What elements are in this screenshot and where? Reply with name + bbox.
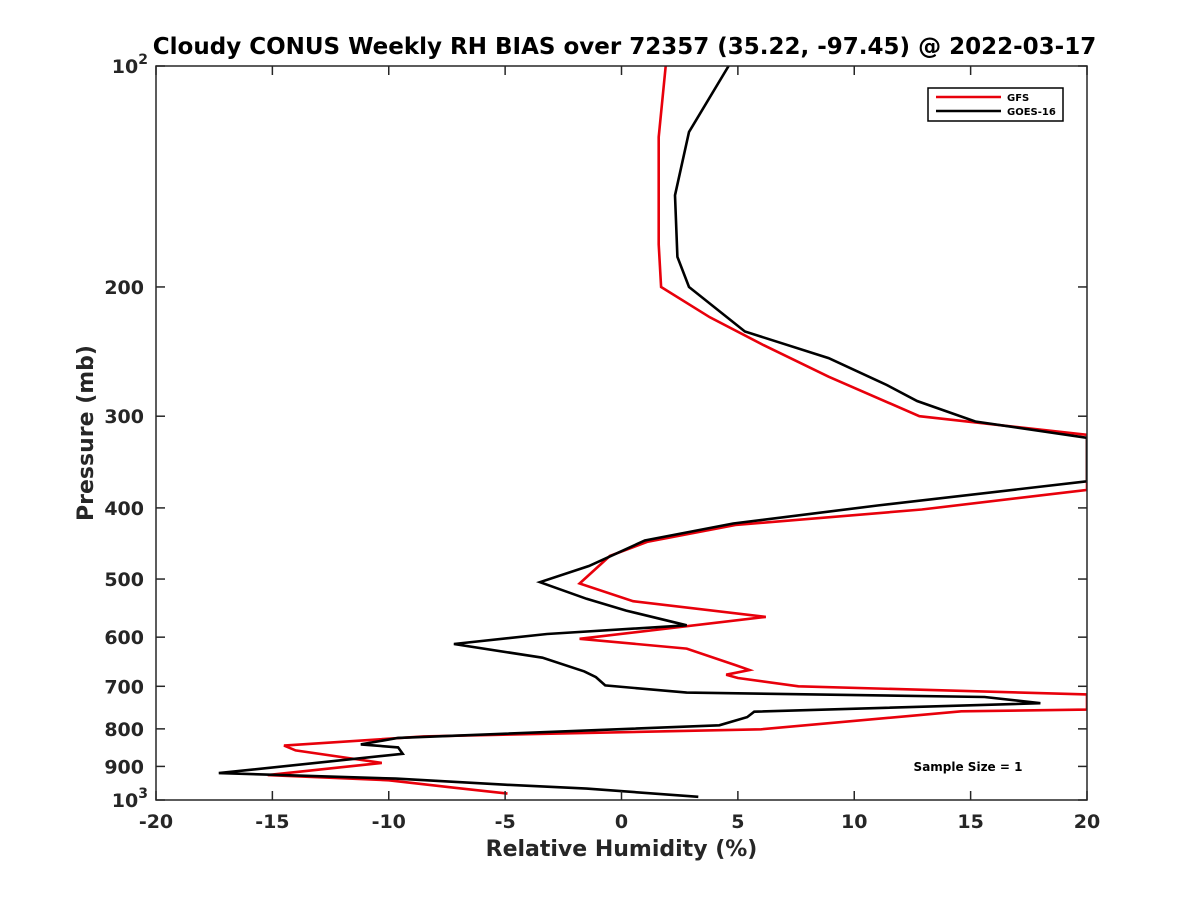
y-tick-label: 102 (112, 52, 148, 78)
y-tick-label: 400 (104, 498, 144, 520)
x-tick-label: 15 (957, 811, 983, 833)
legend: GFS GOES-16 (927, 87, 1064, 122)
y-tick-label: 500 (104, 569, 144, 591)
y-tick-label: 900 (104, 756, 144, 778)
chart-title: Cloudy CONUS Weekly RH BIAS over 72357 (… (153, 34, 1096, 60)
sample-size-annotation: Sample Size = 1 (914, 760, 1023, 774)
legend-box (927, 87, 1064, 122)
series-layer (218, 66, 1087, 799)
legend-entry: GFS (1007, 93, 1029, 104)
y-tick-label: 103 (112, 786, 148, 812)
y-tick-label: 600 (104, 627, 144, 649)
y-tick-label: 300 (104, 406, 144, 428)
x-tick-label: -20 (139, 811, 173, 833)
x-tick-label: 5 (731, 811, 744, 833)
y-tick-label: 700 (104, 676, 144, 698)
x-tick-label: 10 (841, 811, 867, 833)
x-tick-label: -10 (372, 811, 406, 833)
x-tick-label: -5 (495, 811, 516, 833)
x-axis-label: Relative Humidity (%) (486, 837, 758, 862)
y-tick-label: 200 (104, 277, 144, 299)
legend-entry: GOES-16 (1007, 107, 1056, 118)
x-tick-label: -15 (255, 811, 289, 833)
y-tick-label: 800 (104, 719, 144, 741)
x-axis: -20 -15 -10 -5 0 5 10 15 20 (139, 66, 1100, 833)
y-axis-label: Pressure (mb) (74, 345, 99, 521)
x-tick-label: 0 (615, 811, 628, 833)
series-line-gfs (267, 66, 1087, 795)
series-line-goes-16 (218, 66, 1087, 799)
x-tick-label: 20 (1074, 811, 1100, 833)
y-axis: 102 200 300 400 500 600 700 800 900 103 (104, 52, 1087, 812)
